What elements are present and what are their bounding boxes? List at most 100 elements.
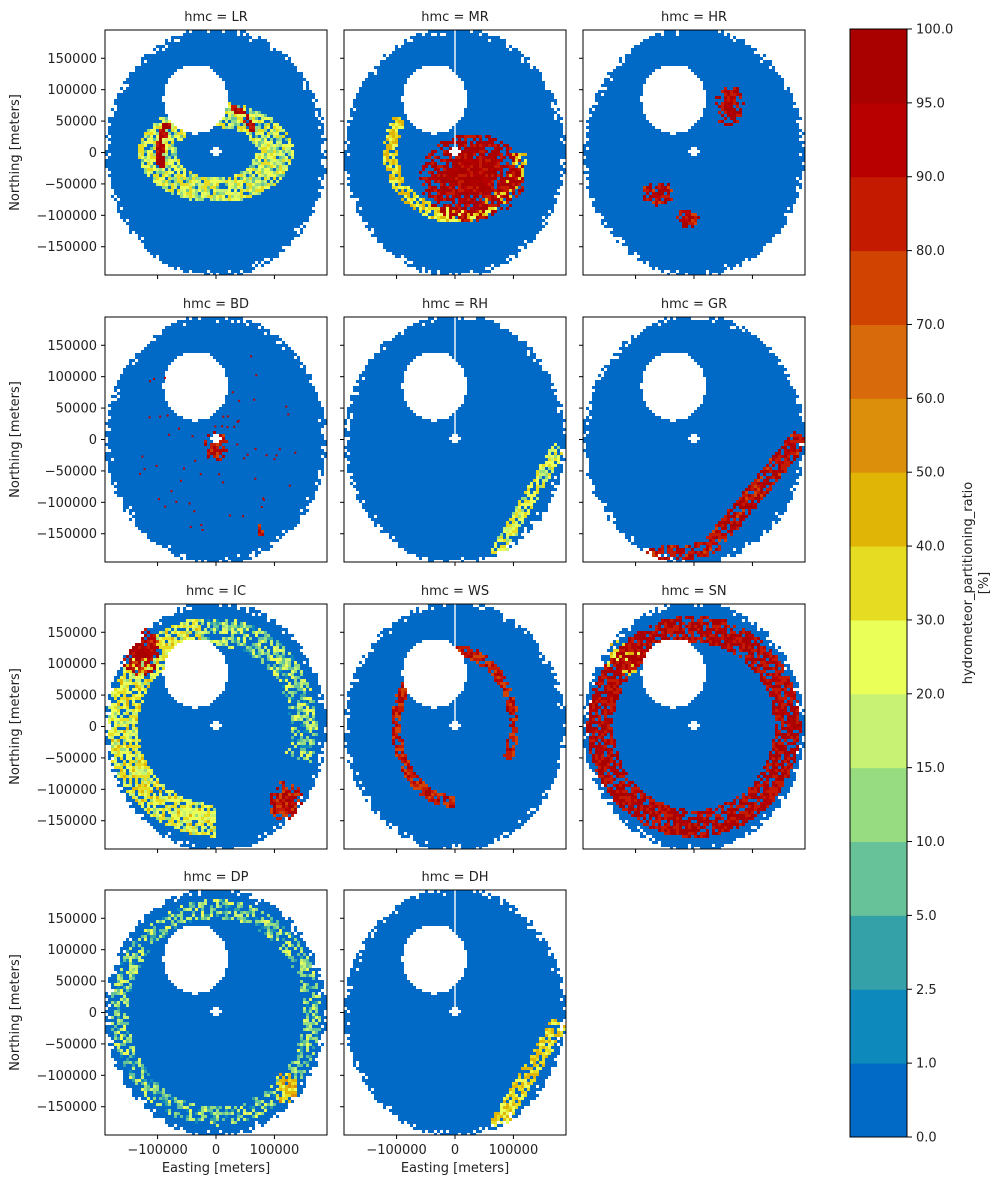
colorbar-tick-label: 5.0 — [916, 909, 937, 924]
hmc-ratio-cells — [419, 135, 524, 222]
panel-sn: hmc = SN — [579, 584, 806, 853]
y-tick-label: 100000 — [47, 943, 97, 958]
colorbar-segment — [850, 915, 907, 990]
y-tick-label: −100000 — [36, 496, 97, 511]
hmc-ratio-cells — [129, 631, 300, 820]
hmc-ratio-cells — [655, 440, 796, 560]
y-tick-label: 100000 — [47, 657, 97, 672]
colorbar-tick-label: 100.0 — [916, 23, 953, 38]
panel-dp: hmc = DP 150000 100000 50000 0 −50000 −100000 −… — [8, 870, 328, 1176]
y-tick-label: 50000 — [56, 975, 97, 990]
panel-field-dh — [344, 890, 566, 1135]
y-tick-label: 150000 — [47, 626, 97, 641]
panel-field-gr — [583, 317, 805, 562]
coverage-background — [105, 317, 327, 562]
coverage-background — [105, 604, 327, 849]
colorbar-segment — [850, 176, 907, 252]
colorbar-segment — [850, 841, 907, 916]
hmc-ratio-cells — [279, 1073, 297, 1103]
colorbar-tick-label: 95.0 — [916, 96, 945, 111]
panel-field-lr — [105, 30, 327, 275]
x-tick-label: −100000 — [127, 1143, 188, 1158]
colorbar-segment — [850, 398, 907, 473]
panel-rh: hmc = RH — [340, 297, 567, 566]
y-tick-label: −100000 — [36, 783, 97, 798]
panel-hr: hmc = HR — [579, 10, 806, 279]
colorbar-tick-label: 50.0 — [916, 466, 945, 481]
colorbar-tick-label: 15.0 — [916, 761, 945, 776]
hmc-ratio-cells — [422, 135, 518, 216]
panel-ws: hmc = WS — [340, 584, 567, 853]
hmc-ratio-cells — [607, 652, 640, 664]
y-tick-label: −50000 — [45, 1037, 97, 1052]
x-tick-label: 100000 — [489, 1143, 539, 1158]
hmc-ratio-cells — [491, 1019, 566, 1121]
coverage-background — [344, 604, 566, 849]
colorbar-tick-label: 10.0 — [916, 835, 945, 850]
hmc-ratio-cells — [646, 434, 805, 560]
colorbar-tick-label: 80.0 — [916, 244, 945, 259]
hmc-ratio-cells — [108, 619, 216, 838]
y-axis-label: Northing [meters] — [8, 668, 23, 785]
panel-field-sn — [583, 604, 805, 849]
panel-title: hmc = SN — [661, 584, 726, 599]
hmc-ratio-cells — [491, 443, 560, 551]
panel-title: hmc = BD — [183, 297, 249, 312]
facet-panels: hmc = LR 150000 100000 50000 0 −50000 −100000 −… — [8, 10, 806, 1176]
coverage-background — [583, 317, 805, 562]
coverage-background — [344, 317, 566, 562]
x-tick-label: −100000 — [366, 1143, 427, 1158]
y-tick-label: −50000 — [45, 464, 97, 479]
x-tick-label: 0 — [212, 1143, 220, 1158]
y-tick-label: −100000 — [36, 1069, 97, 1084]
hmc-ratio-cells — [138, 102, 291, 201]
hmc-ratio-cells — [123, 631, 303, 814]
hmc-ratio-cells — [201, 619, 318, 760]
colorbar-segment — [850, 767, 907, 843]
colorbar-tick-label: 20.0 — [916, 687, 945, 702]
hmc-ratio-cells — [610, 643, 634, 658]
y-tick-label: −150000 — [36, 814, 97, 829]
hmc-ratio-cells — [383, 117, 527, 222]
y-tick-label: −150000 — [36, 240, 97, 255]
y-tick-label: 0 — [89, 720, 97, 735]
colorbar-segment — [850, 989, 907, 1064]
colorbar-segment — [850, 546, 907, 621]
y-tick-label: 100000 — [47, 370, 97, 385]
colorbar-segment — [850, 102, 907, 178]
colorbar-segment — [850, 693, 907, 769]
y-tick-label: 100000 — [47, 83, 97, 98]
y-tick-label: 50000 — [56, 689, 97, 704]
hmc-ratio-cells — [276, 1079, 297, 1100]
y-tick-label: −150000 — [36, 527, 97, 542]
panel-field-bd — [105, 317, 327, 562]
colorbar-tick-label: 60.0 — [916, 392, 945, 407]
colorbar-tick-label: 0.0 — [916, 1131, 937, 1146]
panel-field-ic — [105, 604, 327, 849]
colorbar-tick-label: 70.0 — [916, 318, 945, 333]
panel-bd: hmc = BD 150000 100000 50000 0 −50000 −100000 −… — [8, 297, 328, 566]
panel-title: hmc = GR — [661, 297, 727, 312]
x-tick-label: 100000 — [250, 1143, 300, 1158]
y-tick-label: 0 — [89, 433, 97, 448]
coverage-background — [344, 30, 566, 275]
panel-title: hmc = WS — [421, 584, 489, 599]
coverage-background — [344, 890, 566, 1135]
colorbar-segment — [850, 324, 907, 399]
hmc-ratio-cells — [201, 622, 318, 760]
panel-gr: hmc = GR — [579, 297, 806, 566]
colorbar: 0.0 1.0 2.5 5.0 10.0 15.0 20.0 30.0 40.0 50.0 60.0… — [849, 23, 992, 1146]
y-axis-label: Northing [meters] — [8, 94, 23, 211]
x-axis-label: Easting [meters] — [162, 1161, 270, 1176]
panel-title: hmc = HR — [661, 10, 727, 25]
panel-field-rh — [344, 317, 566, 562]
colorbar-tick-label: 40.0 — [916, 540, 945, 555]
colorbar-label-unit: [%] — [977, 572, 992, 595]
y-tick-label: −50000 — [45, 751, 97, 766]
y-tick-label: 150000 — [47, 912, 97, 927]
colorbar-label: hydrometeor_partitioning_ratio — [961, 482, 976, 685]
hmc-ratio-cells — [503, 449, 554, 551]
coverage-background — [583, 604, 805, 849]
panel-lr: hmc = LR 150000 100000 50000 0 −50000 −100000 −… — [8, 10, 328, 279]
hmc-ratio-cells — [643, 186, 697, 225]
